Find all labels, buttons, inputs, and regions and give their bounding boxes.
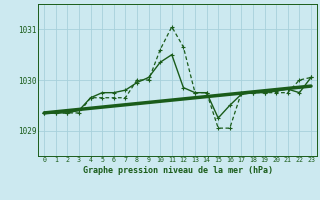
X-axis label: Graphe pression niveau de la mer (hPa): Graphe pression niveau de la mer (hPa) — [83, 166, 273, 175]
